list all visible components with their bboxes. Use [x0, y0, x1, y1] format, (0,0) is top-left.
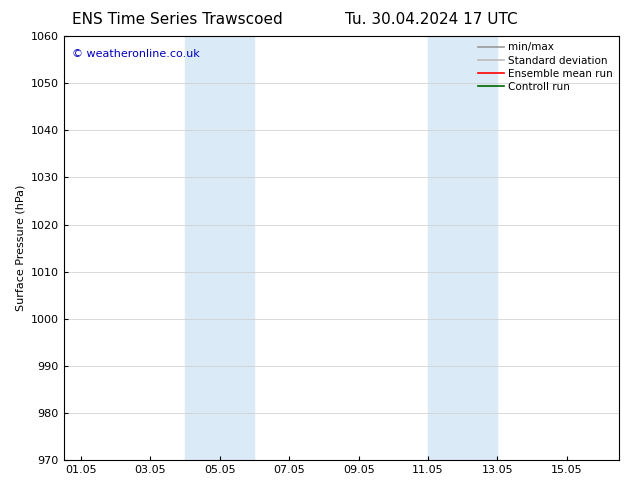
Bar — [428, 36, 498, 460]
Text: ENS Time Series Trawscoed: ENS Time Series Trawscoed — [72, 12, 283, 27]
Text: © weatheronline.co.uk: © weatheronline.co.uk — [72, 49, 200, 59]
Legend: min/max, Standard deviation, Ensemble mean run, Controll run: min/max, Standard deviation, Ensemble me… — [474, 38, 617, 96]
Bar — [185, 36, 254, 460]
Text: Tu. 30.04.2024 17 UTC: Tu. 30.04.2024 17 UTC — [345, 12, 517, 27]
Y-axis label: Surface Pressure (hPa): Surface Pressure (hPa) — [15, 185, 25, 311]
